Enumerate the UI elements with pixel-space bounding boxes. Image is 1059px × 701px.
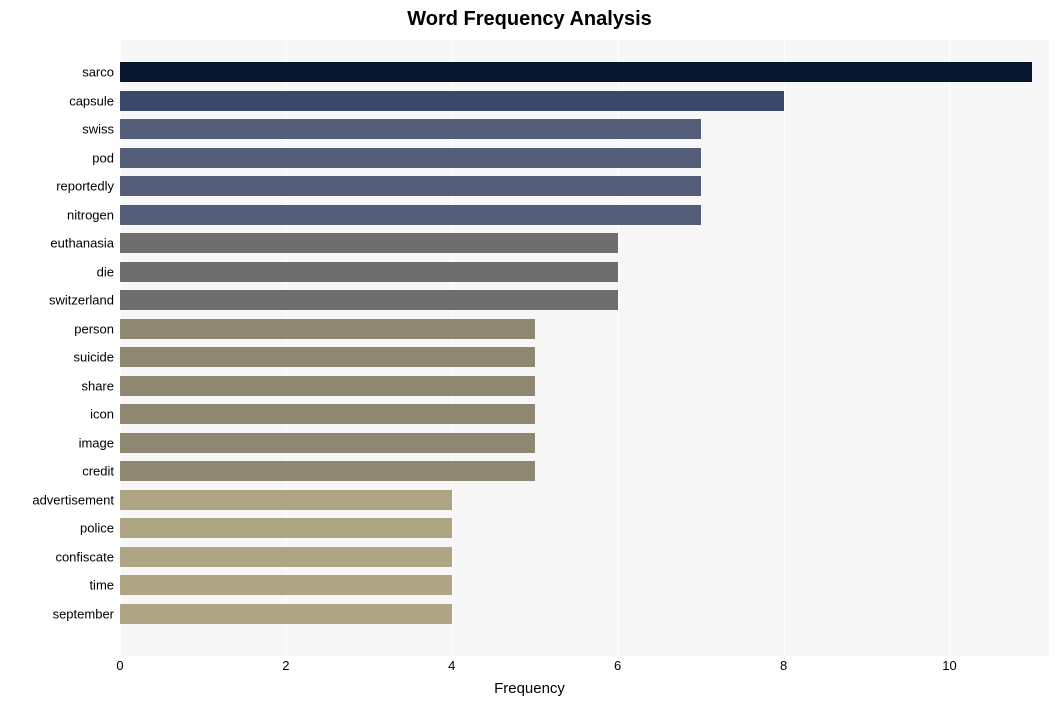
bar <box>120 461 535 481</box>
y-tick-label: suicide <box>74 350 114 365</box>
bar <box>120 290 618 310</box>
bar <box>120 148 701 168</box>
y-tick-label: swiss <box>82 122 114 137</box>
bar <box>120 319 535 339</box>
y-tick-label: share <box>81 378 114 393</box>
y-tick-label: die <box>97 264 114 279</box>
bar <box>120 433 535 453</box>
bar <box>120 347 535 367</box>
bar <box>120 205 701 225</box>
y-tick-label: capsule <box>69 93 114 108</box>
bar <box>120 262 618 282</box>
word-frequency-chart: Word Frequency Analysis Frequency 0 2 4 6 8 1… <box>0 0 1059 701</box>
y-tick-label: reportedly <box>56 179 114 194</box>
y-tick-label: icon <box>90 407 114 422</box>
y-tick-label: nitrogen <box>67 207 114 222</box>
y-tick-label: sarco <box>82 65 114 80</box>
bar <box>120 62 1032 82</box>
y-tick-label: euthanasia <box>50 236 114 251</box>
bar <box>120 404 535 424</box>
y-tick-label: person <box>74 321 114 336</box>
gridline <box>949 40 950 656</box>
y-tick-label: time <box>89 578 114 593</box>
plot-area <box>120 40 1049 656</box>
x-tick-label: 8 <box>780 658 787 673</box>
bar <box>120 176 701 196</box>
x-axis-label: Frequency <box>0 680 1059 697</box>
y-tick-label: image <box>79 435 114 450</box>
y-tick-label: credit <box>82 464 114 479</box>
y-tick-label: confiscate <box>55 549 114 564</box>
bar <box>120 233 618 253</box>
x-tick-label: 4 <box>448 658 455 673</box>
y-tick-label: police <box>80 521 114 536</box>
y-tick-label: advertisement <box>32 492 114 507</box>
x-tick-label: 2 <box>282 658 289 673</box>
x-tick-label: 0 <box>116 658 123 673</box>
y-tick-label: september <box>53 606 114 621</box>
bar <box>120 547 452 567</box>
bar <box>120 119 701 139</box>
chart-title: Word Frequency Analysis <box>0 8 1059 31</box>
bar <box>120 490 452 510</box>
bar <box>120 604 452 624</box>
bar <box>120 518 452 538</box>
bar <box>120 91 784 111</box>
gridline <box>784 40 785 656</box>
x-tick-label: 10 <box>942 658 956 673</box>
y-tick-label: pod <box>92 150 114 165</box>
y-tick-label: switzerland <box>49 293 114 308</box>
bar <box>120 376 535 396</box>
x-tick-label: 6 <box>614 658 621 673</box>
bar <box>120 575 452 595</box>
